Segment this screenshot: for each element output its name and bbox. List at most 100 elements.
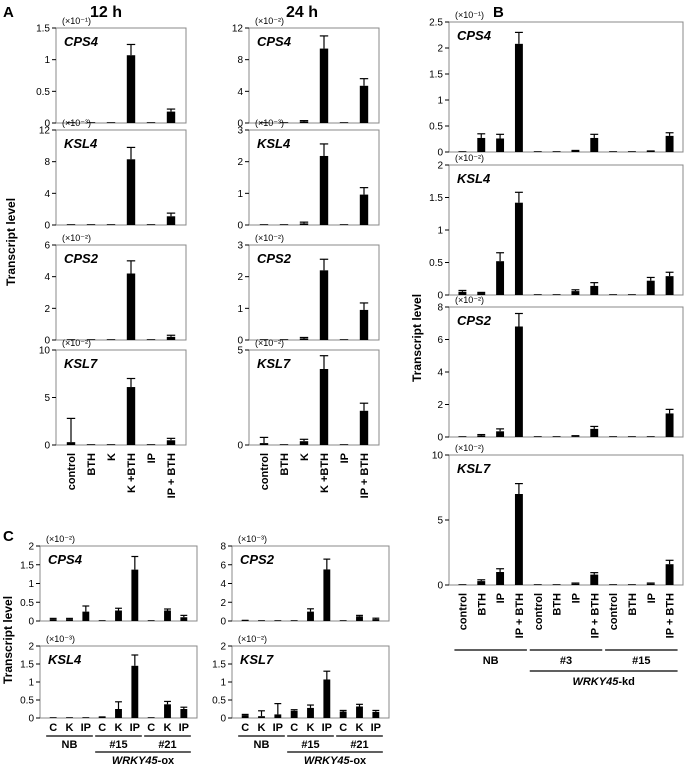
panel-c-ksl4-tick-label: 0 <box>28 714 34 725</box>
panel-c-ksl4-bar <box>115 709 122 718</box>
panel-a-ksl4-24h-tick-label: 0 <box>237 221 243 232</box>
panel-a-cps2-24h-bar <box>279 339 289 340</box>
panel-a-cps2-24h-bar <box>339 339 349 340</box>
panel-c-ox-label-gene: WRKY45 <box>112 755 159 767</box>
panel-b-cps2-bar <box>609 436 618 437</box>
panel-b-category-label: IP + BTH <box>665 593 677 638</box>
panel-c-cps2-bar <box>323 569 331 621</box>
panel-a-cps4-12h-gene-title: CPS4 <box>64 34 99 49</box>
panel-b-ksl7-chart: 0 5 10 (×10⁻²) KSL7 <box>432 443 684 592</box>
panel-b-cps4-tick-label: 0 <box>437 148 443 159</box>
panel-b-cps4-bar <box>609 151 618 152</box>
panel-a-ksl7-12h-tick-label: 5 <box>44 393 50 404</box>
panel-c-category-label: IP <box>179 722 189 734</box>
panel-b-cps2-gene-title: CPS2 <box>457 313 492 328</box>
panel-c-ksl4-chart: 0 0.5 1 1.5 2 (×10⁻³) KSL4 <box>20 634 198 725</box>
panel-c-ksl7-bar <box>274 714 282 718</box>
panel-a-cps2-12h-gene-title: CPS2 <box>64 251 99 266</box>
panel-a-cps4-24h-tick-label: 12 <box>232 24 244 35</box>
panel-a-category-label: K +BTH <box>319 453 331 493</box>
panel-a-cps4-12h-tick-label: 1.5 <box>36 24 50 35</box>
panel-c-cps4-scale: (×10⁻²) <box>46 534 75 544</box>
panel-c-category-label: IP <box>322 722 332 734</box>
panel-a-cps4-12h-bar <box>66 122 76 123</box>
panel-a-cps4-12h-bar <box>146 122 156 123</box>
panel-letter-b: B <box>493 4 504 21</box>
panel-a-cps2-12h-bar <box>86 339 96 340</box>
panel-a-ksl7-24h-chart: 05(×10⁻²)KSL7 <box>237 338 380 452</box>
panel-b-category-label: BTH <box>476 593 488 616</box>
panel-c-ox-label-gene: WRKY45 <box>304 755 351 767</box>
panel-c-category-label: K <box>115 722 123 734</box>
panel-c-ksl7-tick-label: 1 <box>220 678 226 689</box>
panel-a-cps4-12h-tick-label: 1 <box>44 55 50 66</box>
panel-a-cps4-12h-scale: (×10⁻¹) <box>62 16 91 26</box>
panel-a-cps2-24h-gene-title: CPS2 <box>257 251 292 266</box>
panel-a-ksl7-12h-bar <box>166 440 176 445</box>
panel-c-group-label: #15 <box>109 739 127 751</box>
panel-a-ksl7-24h-bar <box>259 443 269 445</box>
panel-c-category-label: C <box>49 722 57 734</box>
panel-b-group-label: #15 <box>632 655 650 667</box>
panel-c-group-label: NB <box>254 739 270 751</box>
panel-b-cps4-tick-label: 0.5 <box>429 122 443 133</box>
panel-c-cps4-tick-label: 1 <box>28 579 34 590</box>
panel-c-category-label: IP <box>81 722 91 734</box>
panel-a-cps2-12h-frame <box>55 244 187 341</box>
panel-c-ksl7-tick-label: 1.5 <box>212 660 226 671</box>
panel-a-ksl4-24h-bar <box>259 224 269 225</box>
panel-a-ksl4-12h-frame <box>55 129 187 226</box>
panel-a-cps2-12h-tick-label: 6 <box>44 241 50 252</box>
panel-c-category-label: K <box>164 722 172 734</box>
y-axis-label-c: Transcript level <box>1 596 15 684</box>
panel-a-cps4-24h-chart: 0 4 8 12 (×10⁻²) CPS4 <box>232 16 380 130</box>
panel-c-cps2-tick-label: 8 <box>220 542 226 553</box>
panel-b-ksl7-bar <box>477 581 486 585</box>
panel-c-ksl4-bar <box>164 704 171 718</box>
panel-b-cps4-bar <box>514 43 523 153</box>
panel-b-cps2-tick-label: 4 <box>437 368 443 379</box>
panel-b-category-label: IP + BTH <box>589 593 601 638</box>
panel-c-cps2-tick-label: 0 <box>220 617 226 628</box>
panel-b-ksl4-bar <box>552 294 561 295</box>
panel-a-cps2-12h-tick-label: 2 <box>44 304 50 315</box>
panel-b-cps4-bar <box>627 151 636 152</box>
panel-b-ksl7-bar <box>646 583 655 585</box>
panel-c-cps4-bar <box>180 617 188 621</box>
panel-b-cps2-tick-label: 6 <box>437 335 443 346</box>
panel-c-group-label: NB <box>62 739 78 751</box>
panel-c-ksl7-chart: 0 0.5 1 1.5 2 (×10⁻²) KSL7 <box>212 634 390 725</box>
panel-c-category-label: IP <box>273 722 283 734</box>
panel-a-ksl7-24h-gene-title: KSL7 <box>257 356 291 371</box>
panel-c-ox-label-suffix: -ox <box>158 755 175 767</box>
panel-a-cps2-12h-chart: 0 2 4 6 (×10⁻²) CPS2 <box>44 233 187 347</box>
panel-b-cps4-bar <box>533 151 542 152</box>
panel-c-ksl4-bar <box>66 717 73 718</box>
panel-a-ksl7-24h-bar <box>339 444 349 445</box>
panel-a-cps2-12h-bar <box>146 339 156 340</box>
panel-b-ksl4-bar <box>627 294 636 295</box>
panel-a-cps2-12h-tick-label: 4 <box>44 272 50 283</box>
panel-b-cps2-bar <box>646 436 655 437</box>
panel-b-kd-label-gene: WRKY45 <box>572 676 619 688</box>
panel-a-ksl4-12h-tick-label: 0 <box>44 221 50 232</box>
panel-b-cps4-tick-label: 2.5 <box>429 18 443 29</box>
panel-a-ksl4-24h-bar <box>359 194 369 225</box>
panel-a-cps2-24h-chart: 0 1 2 3 (×10⁻²) CPS2 <box>237 233 380 347</box>
panel-c-cps4-gene-title: CPS4 <box>48 552 83 567</box>
time-header-24h: 24 h <box>286 4 318 21</box>
panel-a-ksl7-12h-gene-title: KSL7 <box>64 356 98 371</box>
panel-b-category-label: control <box>533 593 545 630</box>
panel-b-ksl7-bar <box>496 572 505 585</box>
panel-b-cps4-tick-label: 2 <box>437 44 443 55</box>
panel-a-cps2-24h-tick-label: 0 <box>237 336 243 347</box>
panel-a-ksl7-12h-tick-label: 0 <box>44 441 50 452</box>
panel-c-ox-label-suffix: -ox <box>350 755 367 767</box>
panel-c-cps2-scale: (×10⁻³) <box>238 534 267 544</box>
panel-a-ksl4-24h-scale: (×10⁻³) <box>255 118 284 128</box>
panel-b-cps4-frame <box>448 21 684 153</box>
panel-a-cps4-24h-bar <box>299 121 309 123</box>
y-axis-label-a: Transcript level <box>4 198 18 286</box>
panel-a-cps4-12h-bar <box>86 122 96 123</box>
panel-b-kd-label: WRKY45-kd <box>572 676 634 688</box>
